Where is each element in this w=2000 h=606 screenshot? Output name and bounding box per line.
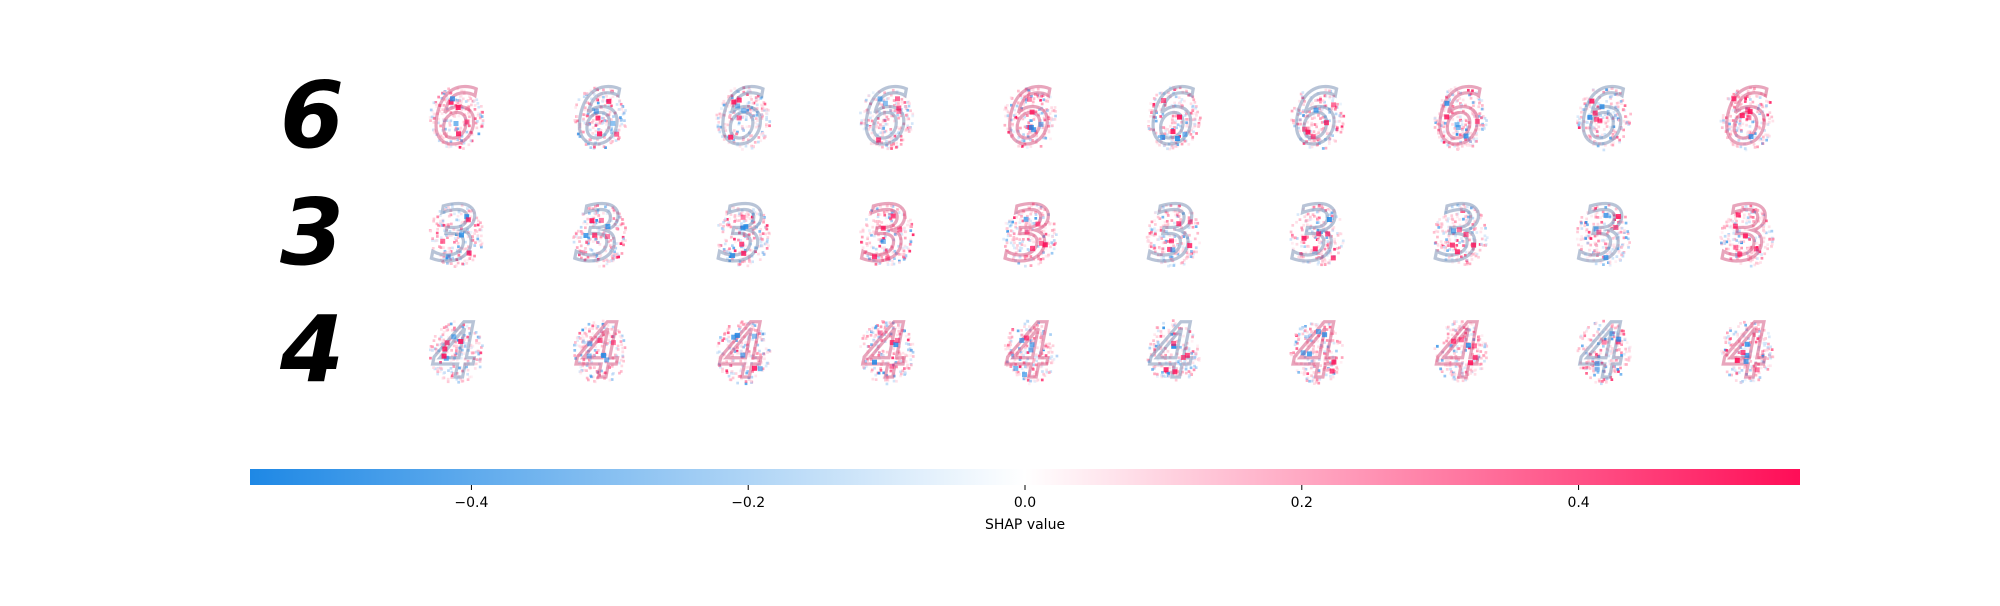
input-digit-image-4: 4 [279,296,344,403]
shap-panel-row2-class7: 3 [1432,187,1489,280]
shap-digit-outline: 6 [718,72,766,161]
shap-panel-row1-class4: 6 [1003,70,1057,163]
colorbar: −0.4 −0.2 0.0 0.2 0.4 SHAP value [250,469,1800,533]
shap-digit-outline: 4 [1722,306,1770,395]
shap-panel-row3-class3: 4 [859,304,915,397]
shap-panel-row1-class7: 6 [1433,70,1488,163]
shap-digit-outline: 4 [718,306,766,395]
colorbar-tick-label: 0.2 [1291,495,1313,511]
shap-panel-row1-class5: 6 [1147,70,1202,163]
shap-digit-outline: 3 [575,189,623,278]
shap-digit-outline: 4 [1435,306,1483,395]
shap-digit-outline: 3 [861,189,909,278]
shap-panel-row2-class3: 3 [859,187,915,280]
shap-panel-row1-class0: 6 [428,70,485,163]
shap-panel-row3-class5: 4 [1146,304,1201,397]
shap-panel-row1-class2: 6 [715,70,772,163]
shap-panel-row3-class6: 4 [1289,304,1344,397]
shap-digit-outline: 3 [718,189,766,278]
shap-panel-row1-class8: 6 [1576,70,1632,163]
shap-panel-row2-class2: 3 [716,187,771,280]
image-grid: 634666666666633333333334444444444 [279,62,1775,403]
shap-digit-outline: 3 [431,189,479,278]
shap-digit-outline: 4 [431,306,479,395]
shap-panel-row2-class0: 3 [428,187,484,280]
shap-panel-row2-class1: 3 [572,187,627,280]
shap-digit-outline: 6 [1148,72,1196,161]
shap-panel-row2-class6: 3 [1289,187,1345,280]
shap-digit-outline: 6 [1292,72,1340,161]
shap-panel-row3-class4: 4 [1003,304,1059,397]
shap-panel-row2-class8: 3 [1575,187,1631,280]
colorbar-tick-label: 0.0 [1014,495,1036,511]
shap-digit-outline: 3 [1292,189,1340,278]
shap-panel-row3-class1: 4 [573,304,627,397]
shap-panel-row1-class3: 6 [859,70,915,163]
shap-digit-outline: 4 [575,306,623,395]
shap-digit-outline: 3 [1578,189,1626,278]
shap-digit-outline: 3 [1148,189,1196,278]
shap-panel-row3-class0: 4 [429,304,484,397]
input-digit-image-3: 3 [280,179,344,286]
colorbar-tick-label: −0.4 [454,495,488,511]
shap-panel-row1-class6: 6 [1290,70,1346,163]
shap-digit-outline: 4 [1292,306,1340,395]
shap-panel-row1-class1: 6 [573,70,627,163]
shap-digit-outline: 4 [861,306,909,395]
shap-panel-row3-class8: 4 [1576,304,1632,397]
shap-digit-outline: 3 [1435,189,1483,278]
shap-digit-outline: 6 [1005,72,1053,161]
shap-digit-outline: 6 [1578,72,1626,161]
input-digit-image-6: 6 [280,62,344,169]
shap-panel-row3-class2: 4 [716,304,772,397]
shap-digit-outline: 4 [1148,306,1196,395]
colorbar-tick-label: −0.2 [731,495,765,511]
shap-panel-row3-class9: 4 [1720,304,1775,397]
shap-digit-outline: 6 [861,72,909,161]
shap-panel-row2-class9: 3 [1719,187,1775,280]
colorbar-tick-label: 0.4 [1567,495,1589,511]
shap-digit-outline: 6 [431,72,479,161]
shap-panel-row2-class5: 3 [1145,187,1201,280]
shap-panel-row3-class7: 4 [1433,304,1489,397]
shap-digit-outline: 6 [1722,72,1770,161]
colorbar-gradient [250,469,1800,485]
shap-panel-row2-class4: 3 [1002,187,1058,280]
colorbar-label: SHAP value [985,517,1065,533]
shap-panel-row1-class9: 6 [1719,70,1775,163]
shap-digit-outline: 4 [1578,306,1626,395]
shap-digit-outline: 6 [1435,72,1483,161]
